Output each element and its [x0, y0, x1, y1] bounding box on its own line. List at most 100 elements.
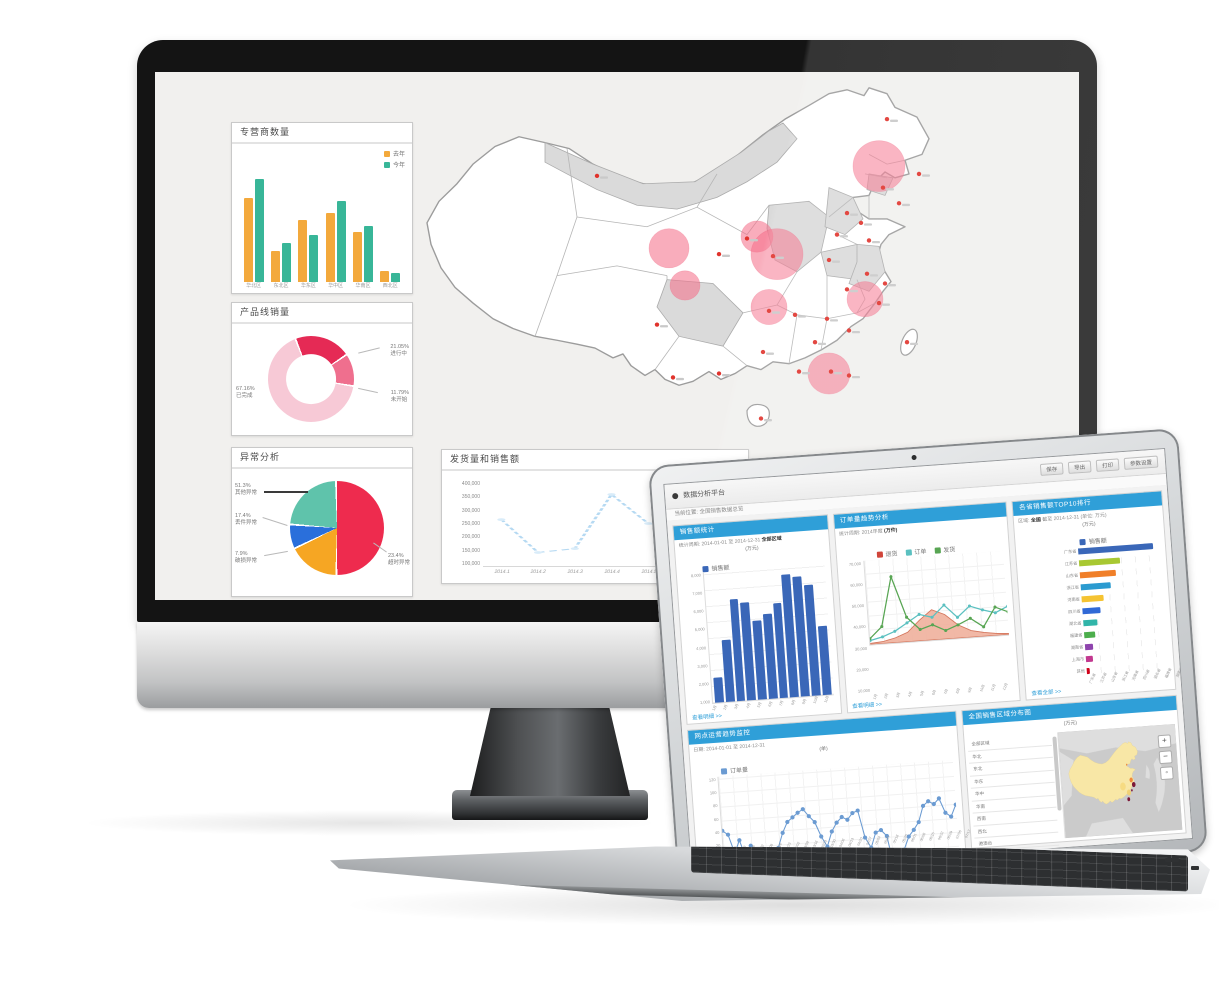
detail-link[interactable]: 查看明细 >>	[852, 701, 883, 711]
bar	[298, 220, 308, 282]
settings-button[interactable]: 参数设置	[1123, 455, 1159, 470]
y-tick-label: 40,000	[853, 624, 866, 631]
y-tick-label: 120	[708, 776, 716, 783]
legend-label: 去年	[392, 152, 405, 158]
y-tick-label: 4,000	[695, 644, 707, 651]
city-label	[830, 319, 838, 322]
city-dot	[896, 201, 902, 206]
x-tick-label: 2014.5	[640, 569, 657, 575]
bars	[702, 563, 834, 705]
bar-pair	[267, 170, 294, 282]
y-tick-label: 6,000	[693, 608, 704, 615]
y-tick-label: 2,000	[698, 681, 709, 687]
pie-label: 23.4% 超时异常	[387, 553, 410, 566]
x-tick-label: 华中区	[328, 283, 344, 289]
y-tick-label: 300,000	[461, 507, 480, 514]
bar-pair	[349, 170, 376, 282]
detail-link[interactable]: 查看明细 >>	[691, 713, 723, 722]
bar-track	[1082, 602, 1162, 615]
category-label: 福建省	[1069, 632, 1083, 639]
detail-link[interactable]: 查看全部 >>	[1031, 689, 1062, 698]
category-label: 湖南省	[1070, 644, 1084, 651]
bar-pair	[295, 170, 322, 282]
city-label	[890, 119, 898, 122]
x-tick-label: 西北区	[382, 283, 398, 289]
bar-track	[1081, 590, 1161, 603]
legend-label: 今年	[392, 163, 405, 169]
print-button[interactable]: 打印	[1095, 458, 1120, 472]
zoom-in-button[interactable]: +	[1157, 734, 1172, 749]
panel-dealer-count: 专营商数量 去年 今年 华北区 东北区 华东区 华中区 华南区 西北区	[231, 122, 413, 294]
y-axis-labels: 120 100 80 60 40 20	[693, 776, 721, 849]
panel-region-map: 全国销售区域分布图 (万元) 全部区域华北东北华东华中华南西南西北港澳台海外其他…	[961, 694, 1187, 875]
city-dot	[594, 173, 600, 179]
monitor-stand-neck	[470, 700, 630, 796]
bar-pair	[240, 170, 267, 282]
city-dot	[744, 236, 750, 241]
city-label	[852, 375, 860, 379]
bar	[243, 198, 253, 282]
x-axis-labels: 1月 2月 3月 4月 5月 6月 7月 8月 9月 10月 11月 12月	[870, 682, 1013, 708]
legend-swatch	[876, 550, 883, 558]
x-tick-label: 2014.3	[566, 569, 584, 575]
donut-chart	[268, 336, 354, 422]
map-bubble	[750, 289, 788, 325]
city-dot	[826, 257, 832, 263]
bar	[1082, 607, 1101, 615]
city-label	[864, 223, 872, 226]
city-label	[818, 342, 826, 346]
bar	[309, 234, 319, 282]
export-button[interactable]: 导出	[1067, 460, 1092, 474]
donut-label: 21.05% 进行中	[390, 344, 409, 357]
label-leader	[264, 550, 288, 557]
bar-group: 华北区	[240, 170, 267, 291]
bar	[363, 226, 373, 282]
save-button[interactable]: 保存	[1039, 462, 1064, 476]
label-leader	[264, 491, 308, 493]
bar	[352, 231, 362, 282]
bar-track	[1086, 650, 1165, 663]
city-dot	[864, 271, 870, 276]
city-dot	[758, 416, 764, 421]
bar	[1083, 619, 1098, 627]
y-axis-labels: 400,000 350,000 300,000 250,000 200,000 150,0…	[448, 479, 483, 579]
map-reset-button[interactable]: ◦	[1159, 766, 1174, 781]
bar-group: 华东区	[295, 170, 322, 291]
city-dot	[796, 369, 802, 374]
donut-label: 67.16% 已完成	[236, 386, 255, 399]
china-choropleth	[1068, 741, 1138, 805]
y-tick-label: 70,000	[848, 561, 862, 567]
bar-pair	[322, 170, 349, 282]
city-dot	[844, 287, 850, 292]
y-tick-label: 10,000	[857, 687, 871, 694]
legend-label: 退货	[885, 551, 898, 559]
bar-track	[1080, 578, 1160, 591]
grouped-bar-chart: 华北区 东北区 华东区 华中区 华南区 西北区	[240, 170, 404, 291]
panel-body: 区域: 全国 截至 2014-12-31 (单位: 万元) (万元) 销售额 广…	[1014, 505, 1193, 699]
power-port	[1191, 866, 1200, 871]
choropleth-map[interactable]: + − ◦	[1057, 723, 1183, 839]
panel-trend: 网点运营趋势监控 日期: 2014-01-01 至 2014-12-31 (单)…	[686, 710, 1115, 875]
city-label	[722, 254, 730, 257]
legend-swatch	[383, 150, 390, 157]
legend-swatch	[934, 546, 941, 554]
zoom-out-button[interactable]: −	[1158, 750, 1173, 765]
bar	[1079, 569, 1117, 579]
city-label	[832, 260, 840, 263]
bar-group: 华南区	[349, 170, 376, 291]
y-tick-label: 100,000	[461, 560, 480, 567]
city-label	[834, 372, 842, 375]
horizontal-bar-chart: 广东省 江苏省 山东省 浙江省 河南省 四川省 湖北省 福建省 湖南省 上海市 其他	[1020, 542, 1166, 679]
bar-track	[1079, 554, 1159, 566]
bar-track	[1084, 626, 1164, 639]
city-label	[882, 303, 890, 306]
map-markers	[594, 116, 930, 422]
y-tick-label: 40	[714, 829, 720, 835]
city-dot	[824, 316, 830, 321]
panel-anomaly: 异常分析 51.3% 其他异常 17.4% 丢件异常 7.9%	[231, 447, 413, 597]
bar-group: 华中区	[322, 170, 349, 291]
hainan-island	[746, 403, 770, 427]
bar-group: 西北区	[377, 170, 404, 291]
bar-pair	[377, 170, 404, 282]
usb-port	[1165, 858, 1180, 863]
